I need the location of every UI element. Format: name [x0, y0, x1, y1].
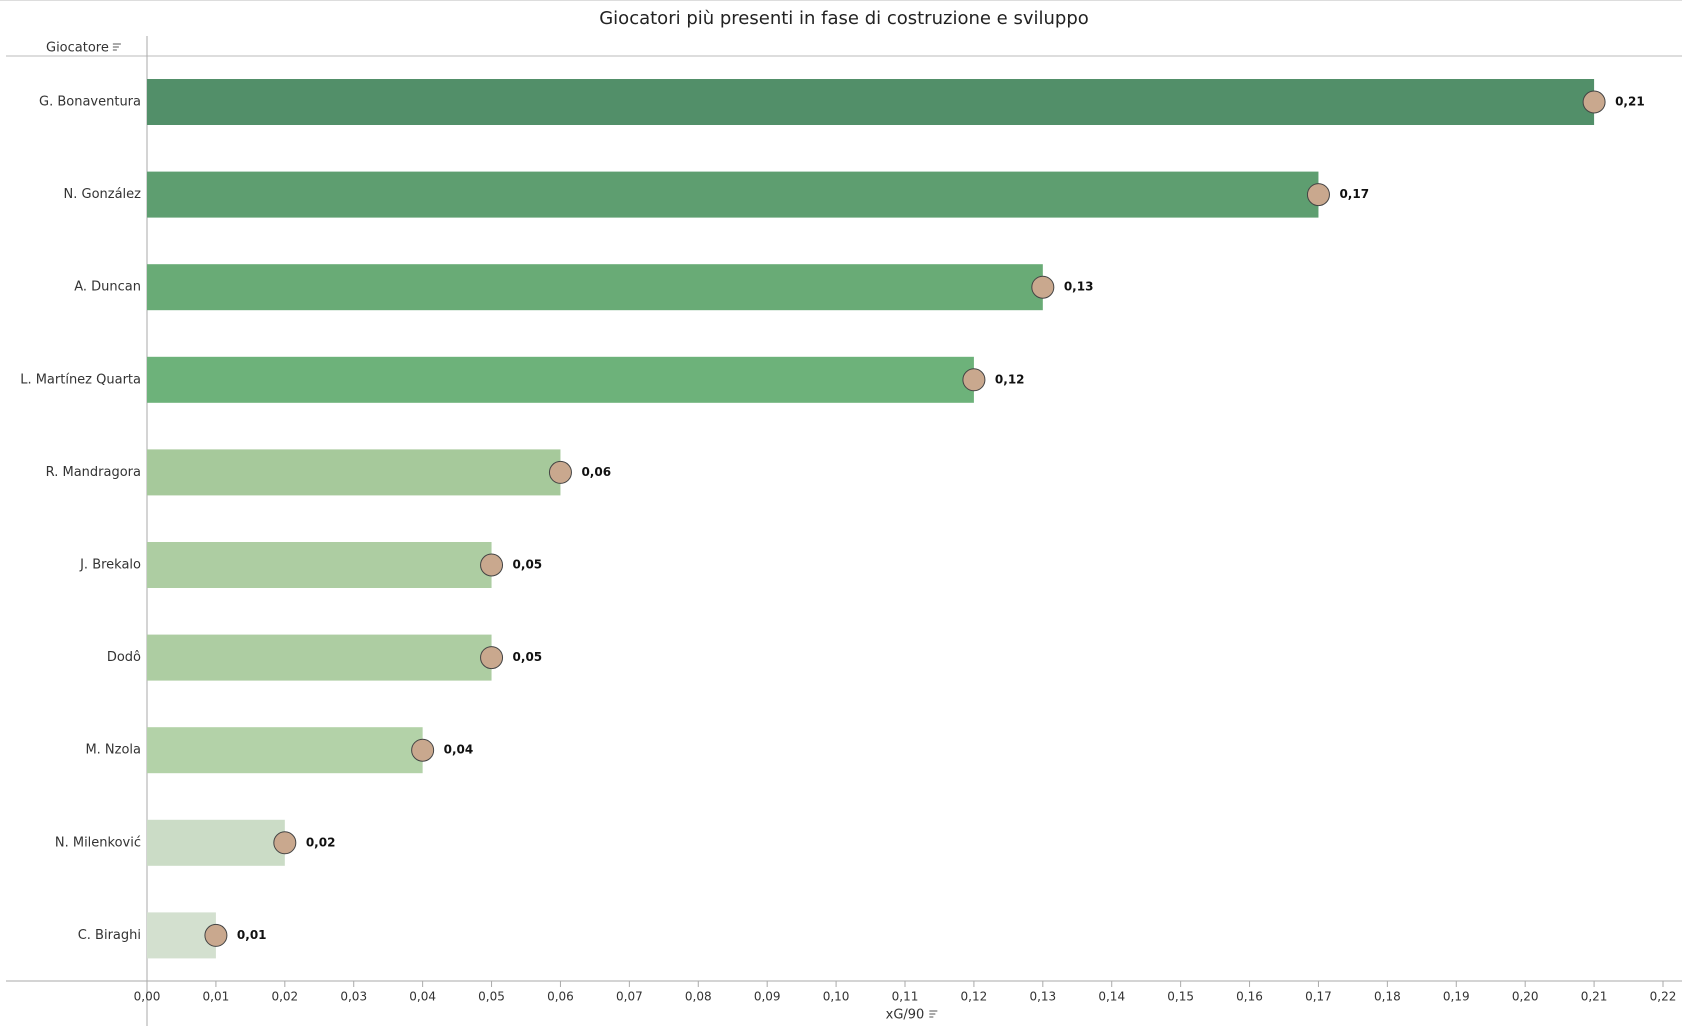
bar [147, 264, 1043, 311]
x-tick-label: 0,09 [754, 990, 781, 1004]
bar [147, 79, 1595, 125]
x-tick-label: 0,12 [961, 990, 988, 1004]
bar [147, 356, 974, 403]
bar [147, 819, 285, 866]
x-tick-label: 0,16 [1236, 990, 1263, 1004]
x-tick-label: 0,17 [1305, 990, 1332, 1004]
player-photo [480, 553, 504, 577]
player-photo [204, 923, 228, 947]
y-tick-label: N. Milenković [55, 835, 141, 850]
value-label: 0,04 [444, 743, 474, 757]
player-photo [962, 368, 986, 392]
x-tick-label: 0,20 [1512, 990, 1539, 1004]
bar [147, 634, 492, 681]
y-tick-label: J. Brekalo [79, 558, 141, 573]
value-label: 0,12 [995, 372, 1025, 386]
value-label: 0,13 [1064, 280, 1094, 294]
x-tick-label: 0,13 [1029, 990, 1056, 1004]
y-axis-title: Giocatore [46, 41, 109, 56]
player-photo [548, 460, 572, 484]
x-tick-label: 0,21 [1581, 990, 1608, 1004]
bar [147, 449, 561, 496]
x-tick-label: 0,18 [1374, 990, 1401, 1004]
value-label: 0,21 [1615, 95, 1645, 109]
x-tick-label: 0,04 [409, 990, 436, 1004]
value-label: 0,06 [581, 465, 611, 479]
value-label: 0,17 [1339, 187, 1369, 201]
x-tick-label: 0,14 [1098, 990, 1125, 1004]
value-label: 0,05 [513, 650, 543, 664]
y-tick-label: Dodô [107, 650, 141, 665]
player-photo [480, 646, 504, 670]
x-tick-label: 0,00 [134, 990, 161, 1004]
player-photo [1031, 275, 1055, 299]
y-tick-label: A. Duncan [74, 280, 141, 295]
y-tick-label: N. González [64, 187, 142, 202]
value-label: 0,02 [306, 835, 336, 849]
player-photo [273, 831, 297, 855]
chart-title: Giocatori più presenti in fase di costru… [599, 8, 1089, 29]
y-tick-label: C. Biraghi [78, 928, 141, 943]
x-tick-label: 0,22 [1650, 990, 1677, 1004]
bar [147, 171, 1319, 218]
x-tick-label: 0,03 [340, 990, 367, 1004]
y-tick-label: R. Mandragora [46, 465, 141, 480]
y-tick-label: M. Nzola [85, 743, 141, 758]
x-tick-label: 0,05 [478, 990, 505, 1004]
x-tick-label: 0,10 [823, 990, 850, 1004]
x-axis-title: xG/90 [886, 1008, 925, 1023]
bar [147, 542, 492, 588]
x-tick-label: 0,01 [203, 990, 230, 1004]
y-tick-label: G. Bonaventura [39, 95, 141, 110]
x-tick-label: 0,08 [685, 990, 712, 1004]
x-tick-label: 0,11 [892, 990, 919, 1004]
player-photo [1582, 90, 1606, 114]
x-tick-label: 0,19 [1443, 990, 1470, 1004]
x-tick-label: 0,06 [547, 990, 574, 1004]
x-tick-label: 0,02 [271, 990, 298, 1004]
value-label: 0,05 [513, 558, 543, 572]
y-tick-label: L. Martínez Quarta [20, 372, 141, 387]
player-photo [1306, 183, 1330, 207]
bar [147, 727, 423, 774]
value-label: 0,01 [237, 928, 267, 942]
player-photo [411, 738, 435, 762]
x-tick-label: 0,07 [616, 990, 643, 1004]
x-tick-label: 0,15 [1167, 990, 1194, 1004]
